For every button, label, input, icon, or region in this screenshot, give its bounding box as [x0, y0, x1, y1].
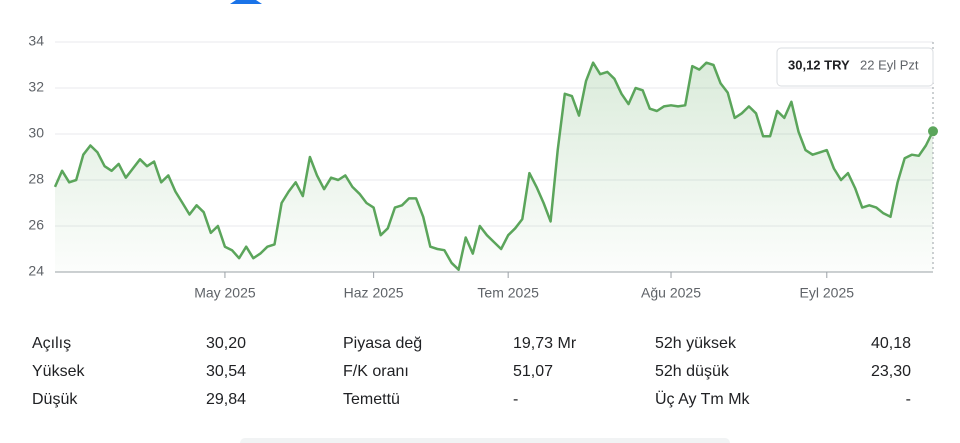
x-tick-label: Ağu 2025: [641, 285, 701, 301]
stat-value: 23,30: [871, 363, 911, 380]
stat-value: 29,84: [206, 391, 246, 408]
stat-label: Temettü: [343, 391, 400, 408]
y-tick-label: 28: [28, 171, 44, 187]
y-tick-label: 30: [28, 125, 44, 141]
stat-label: Piyasa değ: [343, 335, 422, 352]
tooltip-value: 30,12 TRY: [788, 57, 850, 72]
x-tick-label: May 2025: [194, 285, 256, 301]
stat-label: F/K oranı: [343, 363, 409, 380]
tooltip-date: 22 Eyl Pzt: [860, 57, 919, 72]
stat-label: Yüksek: [32, 363, 85, 380]
price-line: [53, 61, 935, 271]
stat-label: 52h yüksek: [655, 335, 737, 352]
stat-value: -: [513, 391, 518, 408]
y-tick-label: 26: [28, 217, 44, 233]
stat-value: 19,73 Mr: [513, 335, 577, 352]
tab-indicator: [230, 0, 262, 4]
stat-value: 30,54: [206, 363, 246, 380]
stat-value: 51,07: [513, 363, 553, 380]
y-tick-label: 34: [28, 33, 44, 49]
y-tick-label: 24: [28, 263, 44, 279]
tooltip: 30,12 TRY 22 Eyl Pzt: [776, 47, 934, 87]
tooltip-box: [776, 47, 934, 87]
stat-label: Düşük: [32, 391, 78, 408]
x-tick-label: Eyl 2025: [800, 285, 855, 301]
stat-label: 52h düşük: [655, 363, 730, 380]
y-tick-label: 32: [28, 79, 44, 95]
bottom-bar: [240, 438, 730, 443]
area: [55, 62, 933, 273]
stat-value: -: [906, 391, 911, 408]
x-tick-label: Haz 2025: [344, 285, 404, 301]
last-point: [928, 126, 938, 137]
stat-label: Üç Ay Tm Mk: [655, 390, 751, 408]
stat-value: 30,20: [206, 335, 246, 352]
stat-value: 40,18: [871, 335, 911, 352]
x-tick-label: Tem 2025: [477, 285, 539, 301]
stat-label: Açılış: [32, 335, 71, 352]
